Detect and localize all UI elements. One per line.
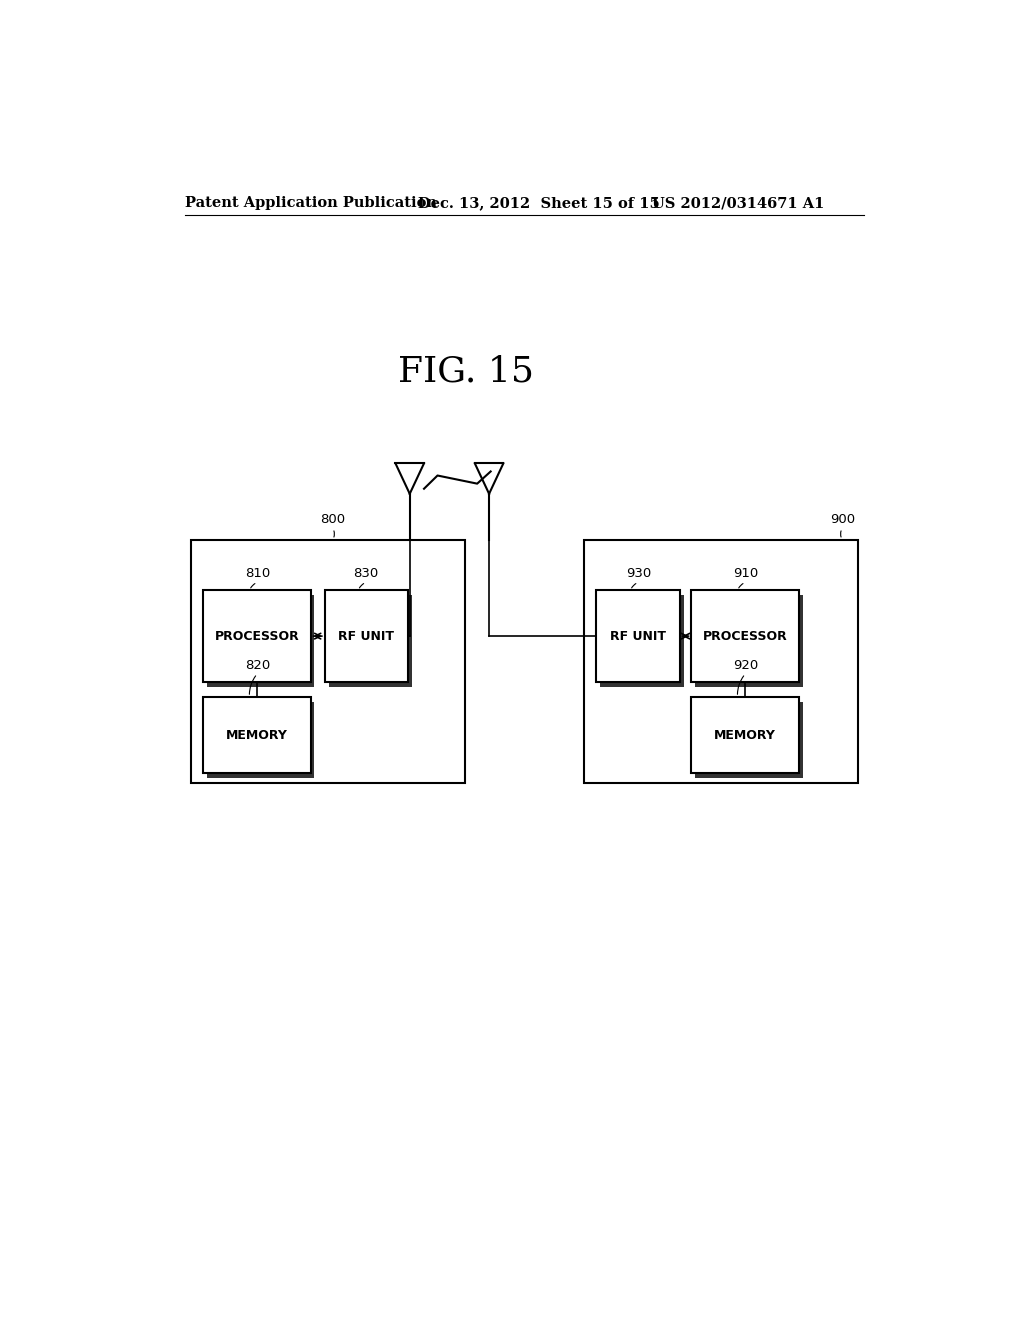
Text: 800: 800 — [321, 513, 345, 527]
Text: 830: 830 — [353, 568, 379, 581]
Bar — [329, 595, 412, 686]
Text: FIG. 15: FIG. 15 — [397, 355, 534, 389]
Bar — [585, 540, 858, 784]
Text: 920: 920 — [733, 659, 758, 672]
Text: Dec. 13, 2012  Sheet 15 of 15: Dec. 13, 2012 Sheet 15 of 15 — [418, 197, 659, 210]
Bar — [695, 702, 803, 779]
Text: 820: 820 — [245, 659, 270, 672]
Text: 900: 900 — [829, 513, 855, 527]
Text: US 2012/0314671 A1: US 2012/0314671 A1 — [652, 197, 824, 210]
Text: 910: 910 — [733, 568, 758, 581]
Bar — [204, 697, 310, 774]
Bar — [596, 590, 680, 682]
Bar — [691, 590, 799, 682]
Text: PROCESSOR: PROCESSOR — [215, 630, 299, 643]
Bar — [600, 595, 684, 686]
Bar — [207, 702, 314, 779]
Bar — [695, 595, 803, 686]
Bar — [207, 595, 314, 686]
Text: Patent Application Publication: Patent Application Publication — [185, 197, 437, 210]
Text: RF UNIT: RF UNIT — [610, 630, 666, 643]
Text: RF UNIT: RF UNIT — [339, 630, 394, 643]
Bar — [204, 590, 310, 682]
Text: 810: 810 — [245, 568, 270, 581]
Bar — [325, 590, 409, 682]
Bar — [191, 540, 465, 784]
Text: PROCESSOR: PROCESSOR — [702, 630, 787, 643]
Text: MEMORY: MEMORY — [714, 729, 776, 742]
Text: 930: 930 — [626, 568, 651, 581]
Bar — [691, 697, 799, 774]
Text: MEMORY: MEMORY — [226, 729, 288, 742]
